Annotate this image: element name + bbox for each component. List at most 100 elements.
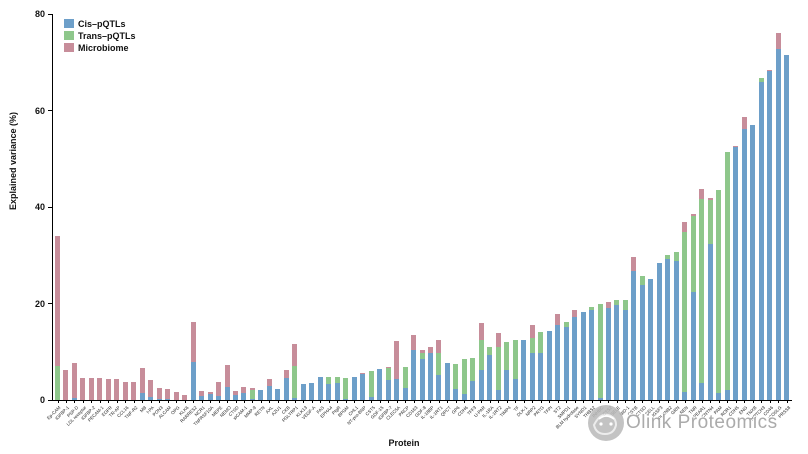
- bar-segment-microbiome: [775, 33, 781, 49]
- bar-segment-microbiome: [266, 379, 272, 387]
- bar: [317, 377, 323, 400]
- bar: [182, 394, 188, 400]
- bar-segment-cis: [750, 124, 756, 400]
- bar: [411, 334, 417, 400]
- y-tick-mark: [48, 399, 52, 401]
- bar-segment-trans: [682, 232, 688, 392]
- bar-segment-trans: [402, 366, 408, 388]
- y-tick-label: 40: [34, 202, 45, 212]
- bar-segment-microbiome: [63, 369, 69, 400]
- bar-segment-microbiome: [699, 188, 705, 199]
- bar: [673, 251, 679, 400]
- bar-segment-trans: [343, 377, 349, 399]
- x-tick-mark: [159, 400, 161, 403]
- x-tick-mark: [718, 400, 720, 403]
- bar: [495, 333, 501, 400]
- x-tick-mark: [701, 400, 703, 403]
- y-axis-line: [52, 14, 53, 401]
- bar-segment-microbiome: [419, 349, 425, 354]
- x-tick-mark: [371, 400, 373, 403]
- bar-segment-microbiome: [249, 387, 255, 390]
- bar: [436, 340, 442, 400]
- bar-segment-microbiome: [427, 347, 433, 354]
- x-tick-mark: [481, 400, 483, 403]
- bar: [639, 276, 645, 400]
- bar: [656, 263, 662, 400]
- bar-segment-microbiome: [682, 221, 688, 233]
- x-tick-mark: [345, 400, 347, 403]
- x-tick-mark: [447, 400, 449, 403]
- x-tick-mark: [252, 400, 254, 403]
- bar-segment-microbiome: [55, 235, 60, 367]
- bar-segment-cis: [699, 383, 705, 400]
- x-tick-mark: [455, 400, 457, 403]
- bar-segment-cis: [707, 243, 713, 400]
- x-tick-mark: [752, 400, 754, 403]
- x-tick-mark: [311, 400, 313, 403]
- bar: [478, 323, 484, 400]
- bar-segment-cis: [589, 310, 595, 400]
- x-tick-mark: [600, 400, 601, 403]
- bar: [597, 304, 603, 400]
- bar-segment-cis: [487, 355, 493, 400]
- x-tick-mark: [116, 400, 118, 403]
- x-tick-mark: [642, 400, 644, 403]
- bar-segment-cis: [139, 393, 145, 400]
- bar-segment-trans: [665, 254, 671, 259]
- bar-segment-trans: [639, 276, 645, 286]
- bar-segment-trans: [563, 321, 569, 327]
- x-axis-title: Protein: [388, 438, 420, 448]
- x-tick-mark: [498, 400, 500, 403]
- bar: [529, 325, 535, 400]
- x-tick-mark: [210, 400, 212, 403]
- bar: [767, 69, 773, 400]
- bar-segment-cis: [360, 374, 366, 400]
- bar-segment-cis: [334, 383, 340, 400]
- x-tick-mark: [608, 400, 610, 403]
- bar-segment-cis: [733, 147, 739, 400]
- bar-segment-microbiome: [767, 69, 773, 72]
- x-tick-mark: [150, 400, 152, 403]
- bar-segment-cis: [478, 370, 484, 400]
- y-tick-label: 80: [34, 9, 45, 19]
- x-tick-mark: [167, 400, 169, 403]
- bar: [605, 302, 611, 400]
- bar-segment-microbiome: [478, 323, 484, 341]
- bar-segment-cis: [495, 390, 501, 400]
- bar-segment-cis: [546, 331, 552, 400]
- bar-segment-cis: [427, 353, 433, 400]
- bar-segment-cis: [444, 363, 450, 400]
- x-tick-mark: [303, 400, 305, 403]
- x-tick-mark: [74, 400, 76, 403]
- bar-segment-trans: [385, 368, 391, 380]
- bar: [631, 256, 637, 400]
- bar-segment-cis: [402, 387, 408, 400]
- bar: [716, 189, 722, 400]
- x-tick-mark: [583, 400, 585, 403]
- x-tick-mark: [667, 400, 669, 403]
- bar-segment-cis: [233, 395, 238, 400]
- y-tick-label: 60: [34, 105, 45, 116]
- bar: [190, 322, 196, 400]
- x-tick-mark: [472, 400, 474, 403]
- bar-segment-cis: [690, 291, 696, 400]
- bar-segment-trans: [589, 306, 595, 311]
- bar-segment-microbiome: [105, 378, 111, 400]
- bar-segment-trans: [334, 377, 340, 384]
- y-tick-label: 20: [34, 298, 45, 309]
- bar-segment-microbiome: [292, 343, 298, 366]
- bar: [216, 381, 222, 400]
- bar-segment-cis: [512, 379, 518, 400]
- bar-segment-cis: [656, 263, 662, 400]
- bar-segment-microbiome: [199, 391, 205, 396]
- bar: [80, 377, 86, 400]
- bar-segment-cis: [665, 258, 671, 400]
- x-tick-mark: [57, 400, 59, 403]
- bar: [173, 391, 179, 400]
- bar-segment-trans: [495, 346, 501, 391]
- bar-segment-trans: [673, 251, 679, 262]
- bar-segment-cis: [283, 378, 289, 400]
- x-tick-mark: [761, 400, 763, 403]
- y-tick-mark: [48, 13, 52, 15]
- x-tick-mark: [574, 400, 576, 403]
